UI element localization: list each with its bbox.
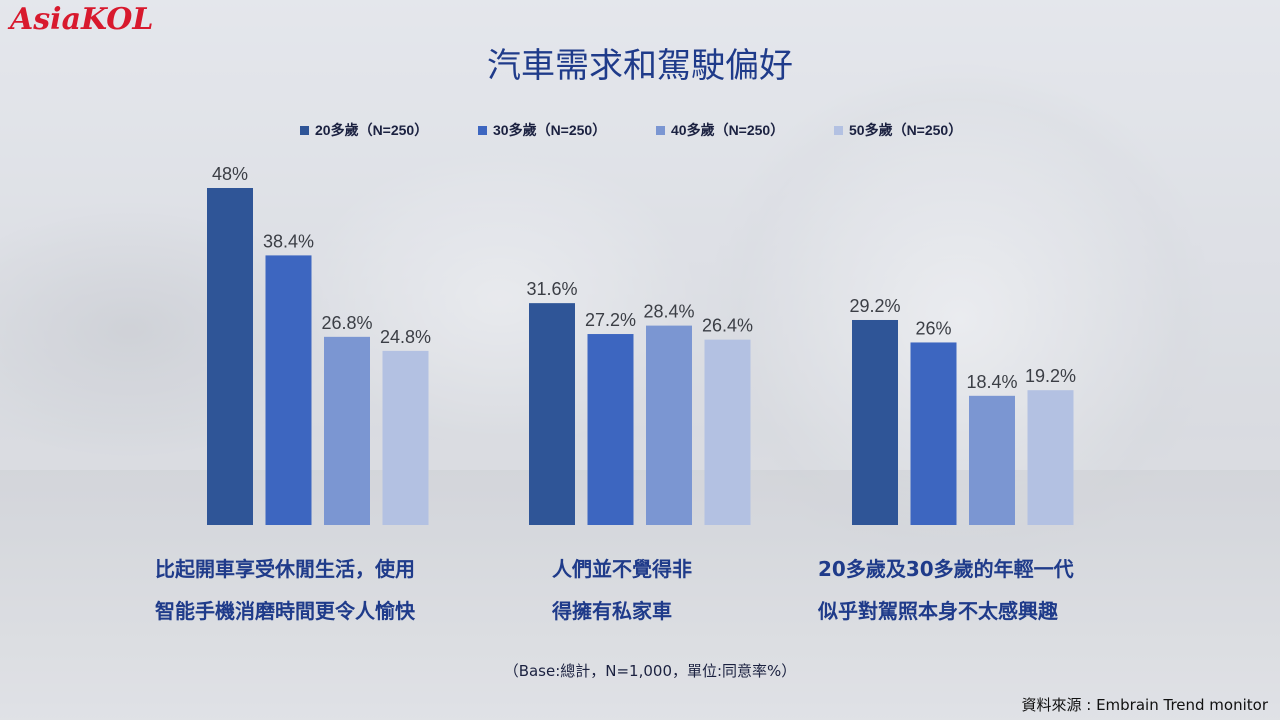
bar-label-group1-30s: 38.4%	[263, 231, 314, 251]
base-note: （Base:總計，N=1,000，單位:同意率%）	[503, 662, 797, 680]
bar-label-group3-50s: 19.2%	[1025, 366, 1076, 386]
caption-group-1-line-2: 智能手機消磨時間更令人愉快	[155, 599, 415, 623]
legend-label-30s: 30多歲（N=250）	[493, 122, 607, 138]
legend-swatch-50s	[834, 125, 843, 135]
bar-label-group1-40s: 26.8%	[321, 313, 372, 333]
legend-label-20s: 20多歲（N=250）	[315, 122, 429, 138]
bar-group3-30s	[910, 342, 957, 525]
caption-group-2-line-1: 人們並不覺得非	[552, 557, 692, 581]
caption-group-3: 20多歲及30多歲的年輕一代 似乎對駕照本身不太感興趣	[818, 548, 1074, 632]
bar-label-group2-50s: 26.4%	[702, 316, 753, 336]
caption-group-3-line-2: 似乎對駕照本身不太感興趣	[818, 599, 1058, 623]
bar-group2-50s	[704, 339, 751, 525]
bar-group1-20s	[207, 188, 253, 525]
bar-group1-40s	[324, 336, 370, 525]
caption-group-2-line-2: 得擁有私家車	[552, 599, 672, 623]
bar-label-group3-30s: 26%	[915, 318, 951, 338]
bar-label-group2-30s: 27.2%	[585, 310, 636, 330]
bar-group3-20s	[852, 319, 898, 525]
bar-group2-40s	[646, 325, 692, 525]
legend-label-50s: 50多歲（N=250）	[849, 122, 963, 138]
legend-swatch-30s	[478, 125, 487, 135]
legend-label-40s: 40多歲（N=250）	[671, 122, 785, 138]
bar-group1-30s	[265, 255, 312, 525]
legend-item-50s: 50多歲（N=250）	[834, 120, 962, 140]
legend-swatch-20s	[300, 125, 309, 135]
bar-label-group2-20s: 31.6%	[526, 279, 577, 299]
bar-group1-50s	[382, 350, 429, 525]
legend-item-20s: 20多歲（N=250）	[300, 120, 428, 140]
caption-group-2: 人們並不覺得非 得擁有私家車	[552, 548, 692, 632]
bar-label-group1-50s: 24.8%	[380, 327, 431, 347]
bar-group2-20s	[529, 303, 575, 525]
bar-group2-30s	[587, 334, 634, 525]
bar-group3-40s	[969, 395, 1015, 525]
bar-label-group1-20s: 48%	[212, 164, 248, 184]
caption-group-1: 比起開車享受休閒生活，使用 智能手機消磨時間更令人愉快	[155, 548, 415, 632]
legend-item-30s: 30多歲（N=250）	[478, 120, 606, 140]
chart-legend: 20多歲（N=250） 30多歲（N=250） 40多歲（N=250） 50多歲…	[300, 120, 1000, 140]
caption-group-3-line-1: 20多歲及30多歲的年輕一代	[818, 557, 1074, 581]
bar-label-group3-20s: 29.2%	[849, 296, 900, 316]
bar-label-group3-40s: 18.4%	[966, 372, 1017, 392]
legend-swatch-40s	[656, 125, 665, 135]
legend-item-40s: 40多歲（N=250）	[656, 120, 784, 140]
caption-group-1-line-1: 比起開車享受休閒生活，使用	[155, 557, 415, 581]
page-title: 汽車需求和駕駛偏好	[487, 46, 793, 86]
source-note: 資料來源 : Embrain Trend monitor	[1021, 696, 1268, 714]
bar-label-group2-40s: 28.4%	[643, 302, 694, 322]
brand-logo: AsiaKOL	[10, 2, 154, 37]
bar-group3-50s	[1027, 390, 1074, 525]
